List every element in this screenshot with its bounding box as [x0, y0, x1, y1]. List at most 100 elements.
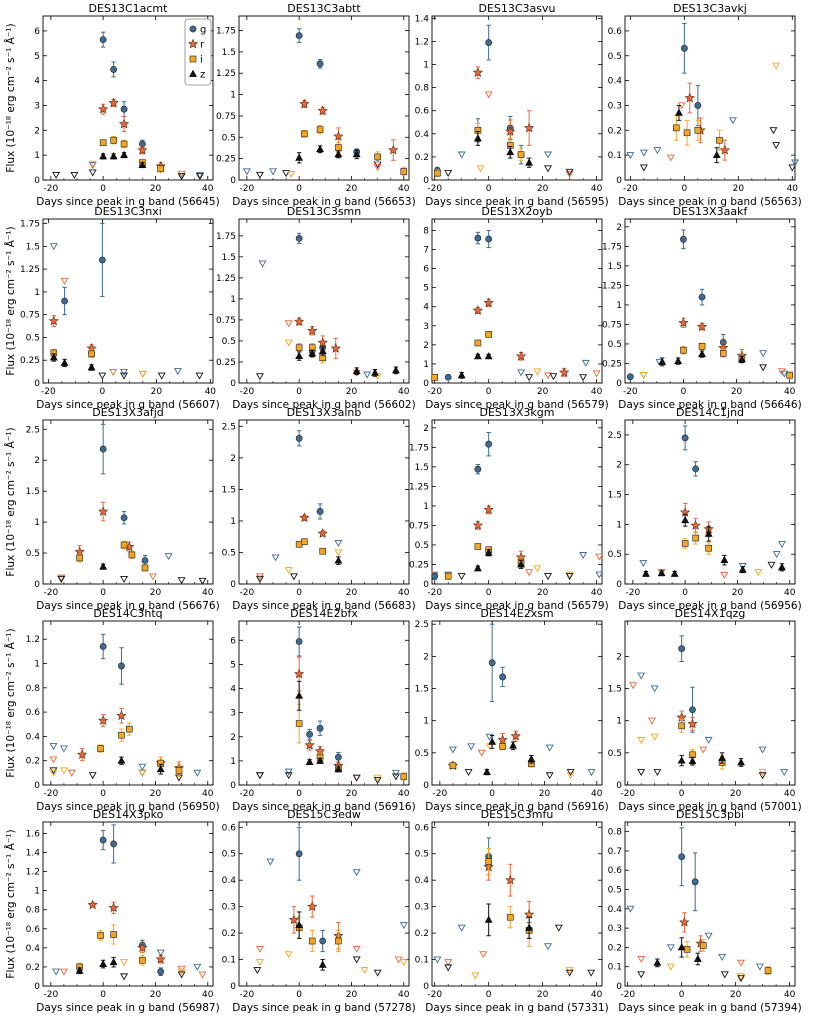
upper-limit-g: [704, 736, 713, 744]
point-g: [295, 434, 303, 442]
y-tick-label: 0: [34, 176, 40, 186]
x-tick-label: 20: [731, 387, 743, 397]
point-z: [657, 569, 666, 577]
panel-title: DES13C3avkj: [673, 2, 747, 15]
y-tick-label: 0.25: [409, 560, 429, 570]
upper-limit-i: [49, 769, 58, 777]
point-r: [696, 321, 708, 332]
upper-limit-i: [284, 951, 293, 959]
y-tick-label: 2: [616, 223, 622, 233]
upper-limit-i: [284, 567, 293, 575]
point-z: [60, 358, 69, 366]
point-i: [434, 169, 441, 177]
point-z: [371, 368, 379, 376]
x-tick-label: 20: [537, 184, 549, 194]
point-z: [484, 352, 493, 360]
point-z: [509, 741, 517, 749]
y-tick-label: 2.5: [608, 431, 622, 441]
y-tick-label: 0.25: [602, 359, 622, 369]
y-tick-label: 0.1: [415, 956, 429, 966]
x-axis-label: Days since peak in g band (56595): [425, 196, 608, 208]
y-tick-label: 1.5: [222, 253, 236, 263]
plot-frame: [624, 218, 796, 384]
point-r: [330, 343, 341, 353]
panel-DES13C3abtt: DES13C3abtt-20 0 20 4000.250.50.7511.251.51…: [216, 2, 416, 208]
upper-limit-r: [525, 569, 534, 577]
point-z: [99, 562, 108, 570]
upper-limit-r: [373, 164, 382, 172]
plot-frame: [238, 15, 410, 181]
y-tick-label: 1.5: [608, 491, 622, 501]
y-tick-label: 1: [230, 295, 236, 305]
point-z: [75, 966, 84, 974]
x-tick-label: 0: [682, 588, 688, 598]
point-g: [295, 32, 303, 40]
x-tick-label: 20: [539, 789, 551, 799]
y-tick-label: 0.5: [222, 337, 236, 347]
upper-limit-r: [352, 945, 361, 953]
point-i: [517, 151, 525, 158]
y-tick-label: 2: [616, 461, 622, 471]
y-tick-label: 0.6: [26, 925, 41, 935]
point-z: [109, 152, 118, 160]
y-tick-label: 0: [230, 176, 236, 186]
point-r: [307, 901, 318, 912]
y-tick-label: 1: [34, 518, 40, 528]
plot-frame: [431, 15, 603, 181]
point-r: [505, 126, 516, 136]
y-tick-label: 0: [34, 982, 40, 992]
upper-limit-z: [549, 373, 558, 381]
upper-limit-r: [637, 955, 646, 963]
panel-title: DES15C3edw: [287, 808, 361, 821]
y-tick-label: 1.4: [26, 849, 41, 859]
upper-limit-g: [271, 554, 280, 562]
point-z: [334, 765, 343, 773]
point-r: [294, 316, 305, 326]
y-tick-label: 0.2: [415, 929, 429, 939]
upper-limit-z: [444, 170, 453, 177]
legend-label-z: z: [200, 70, 205, 81]
upper-limit-g: [728, 117, 737, 125]
upper-limit-g: [704, 932, 713, 940]
point-z: [473, 134, 482, 142]
upper-limit-g: [758, 746, 767, 754]
upper-limit-z: [544, 573, 553, 581]
upper-limit-z: [120, 575, 129, 583]
point-i: [118, 731, 125, 739]
point-i: [680, 346, 687, 354]
point-z: [674, 356, 683, 365]
upper-limit-z: [587, 969, 596, 977]
y-tick-label: 0.5: [415, 850, 429, 860]
upper-limit-z: [282, 170, 291, 178]
point-i: [316, 126, 324, 133]
y-tick-label: 0: [616, 580, 622, 590]
y-tick-label: 2: [34, 126, 40, 136]
point-g: [157, 968, 165, 976]
y-tick-label: 8: [423, 226, 429, 236]
point-z: [308, 349, 317, 357]
point-z: [698, 349, 706, 358]
upper-limit-r: [699, 746, 708, 754]
point-z: [392, 366, 400, 374]
y-tick-label: 0: [230, 982, 236, 992]
upper-limit-i: [255, 959, 264, 967]
point-z: [295, 351, 304, 359]
panel-title: DES14C1jnd: [676, 406, 744, 419]
x-tick-label: 20: [346, 387, 358, 397]
y-tick-label: 1.5: [222, 48, 236, 58]
upper-limit-z: [88, 772, 97, 780]
point-i: [319, 547, 326, 555]
point-g: [499, 673, 507, 681]
x-tick-label: 40: [784, 387, 796, 397]
x-axis-label: Days since peak in g band (56956): [618, 600, 801, 612]
y-tick-label: 0.5: [608, 886, 622, 896]
panel-title: DES13X3alnb: [287, 406, 362, 419]
point-z: [738, 565, 747, 573]
upper-limit-g: [544, 151, 553, 159]
upper-limit-r: [255, 945, 264, 953]
y-tick-label: 0.75: [216, 316, 236, 326]
x-tick-label: 40: [787, 184, 799, 194]
x-tick-label: 40: [202, 990, 214, 1000]
y-axis-label: Flux (10⁻¹⁸ erg cm⁻² s⁻¹ Å⁻¹): [4, 628, 17, 777]
